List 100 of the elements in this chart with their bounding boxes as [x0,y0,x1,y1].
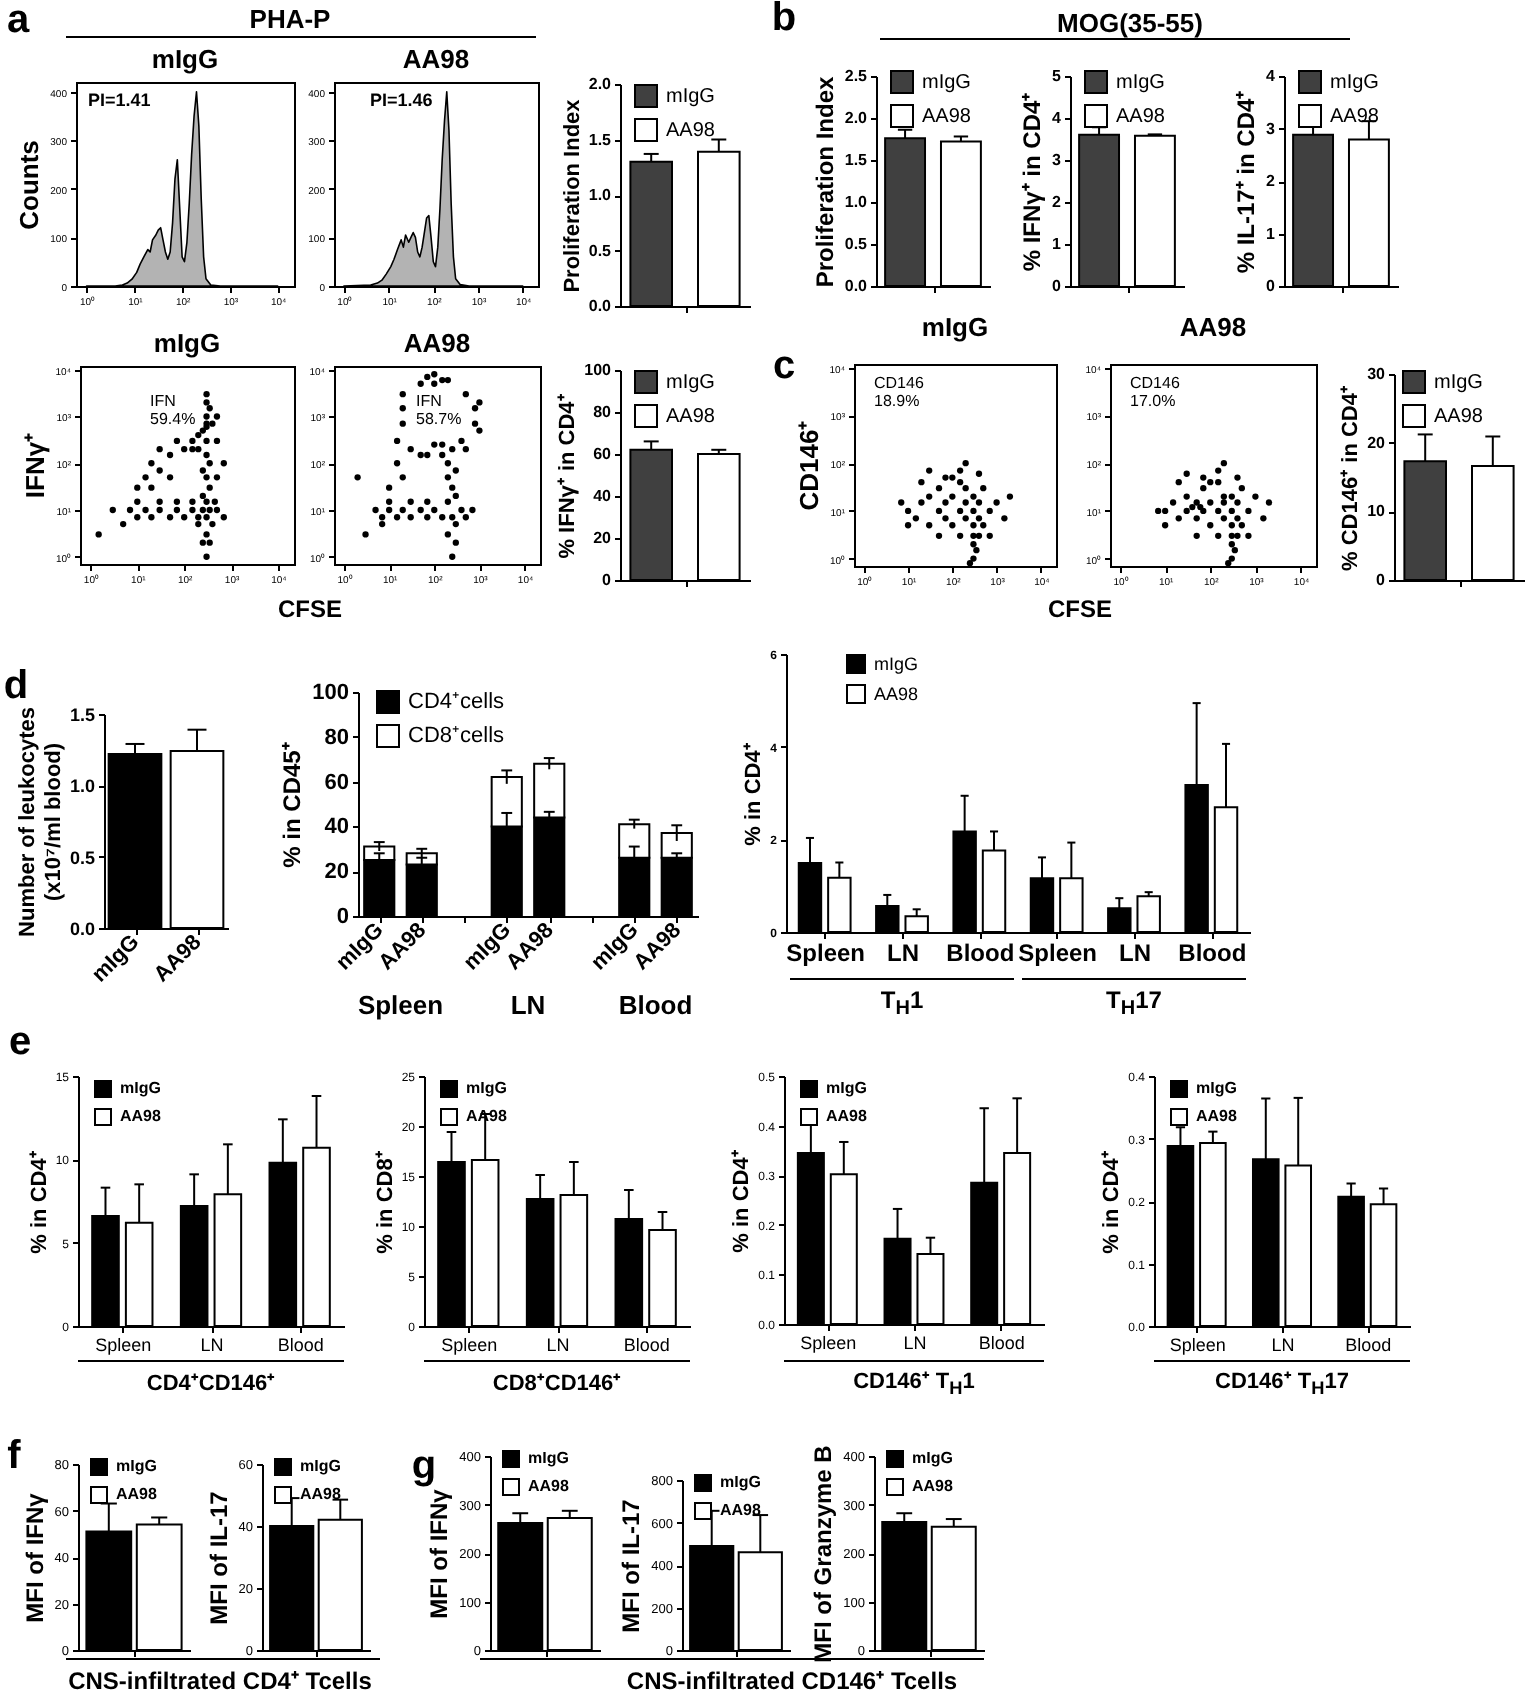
legend-label: AA98 [116,1485,159,1503]
text: LN [510,989,546,1021]
x-axis-title: CD4⁺CD146⁺ [146,1371,276,1397]
annotation: IFN 58.7% [416,392,462,430]
legend-label: mIgG [1116,72,1166,94]
y-tick-label: 3 [1052,151,1063,169]
y-tick-label: 5 [1052,67,1063,85]
x-tick-label: LN [1119,939,1151,967]
y-axis-title: MFI of IFNγ [20,1492,49,1623]
y-axis-title: % in CD4⁺ [1100,1150,1125,1254]
y-tick-label: 2.0 [844,109,869,127]
legend-label: mIgG [466,1079,507,1097]
text: MOG(35-55) [1057,7,1203,39]
x-axis-title: CFSE [1047,594,1113,624]
legend-label: AA98 [120,1107,163,1125]
y-axis-title: CD146⁺ [793,419,824,511]
y-tick-label: 60 [324,770,349,795]
x-tick-label: Blood [277,1335,324,1355]
text: T$_{H}$17 [1106,985,1162,1021]
legend-label: AA98 [874,684,919,704]
y-tick-label: 1.0 [844,193,869,211]
x-tick-label: LN [546,1335,570,1355]
y-tick-label: 3 [1266,119,1277,138]
x-tick-label: Spleen [1018,939,1098,967]
text: PHA-P [249,3,331,35]
y-tick-label: 1 [1266,224,1277,243]
y-tick-label: 0 [1266,277,1277,295]
y-tick-label: 0.0 [69,919,95,939]
y-tick-label: 0.5 [844,235,869,253]
legend-label: CD8⁺cells [408,724,506,748]
y-tick-label: 0.5 [69,847,95,868]
x-axis-title: CNS-infiltrated CD4⁺ Tcells [68,1666,372,1696]
legend-label: mIgG [922,72,972,94]
annotation: PI=1.46 [370,90,433,112]
y-tick-label: 0.0 [588,297,613,315]
legend-label: mIgG [116,1457,157,1475]
x-tick-label: Spleen [786,939,866,967]
legend-label: mIgG [666,372,716,394]
y-tick-label: 40 [593,487,613,505]
x-tick-label: Spleen [800,1333,857,1353]
text: g [411,1444,437,1488]
legend-label: mIgG [1330,72,1380,94]
legend-label: AA98 [912,1477,955,1495]
annotation: CD146 17.0% [1130,374,1180,412]
y-axis-title: Counts [14,140,45,230]
y-axis-title: MFI of IL-17 [204,1490,233,1625]
y-axis-title: Number of leukocytes (x10⁷/ml blood) [15,707,66,937]
y-tick-label: 80 [324,725,349,750]
legend-label: AA98 [1434,406,1484,428]
y-axis-title: % IFNγ⁺ in CD4⁺ [556,393,581,559]
chart-title: mIgG [151,44,219,74]
legend-label: AA98 [666,406,716,428]
x-tick-label: LN [903,1333,927,1353]
legend-label: CD4⁺cells [408,690,506,714]
y-tick-label: 100 [312,681,349,705]
y-tick-label: 1.5 [588,130,613,149]
text: a [6,0,30,42]
y-tick-label: 1 [1052,235,1063,253]
legend-label: AA98 [1330,106,1380,128]
x-axis-title: CD146⁺ T$_{H}$1 [853,1369,975,1399]
x-tick-label: Blood [946,939,1015,967]
y-tick-label: 80 [593,403,613,421]
y-axis-title: MFI of IFNγ [425,1488,454,1619]
x-axis-title: CNS-infiltrated CD146⁺ Tcells [626,1666,958,1696]
y-tick-label: 4 [1266,67,1277,85]
legend-label: mIgG [528,1449,569,1467]
legend-label: AA98 [922,106,972,128]
y-tick-label: 2.5 [844,67,869,85]
legend-label: AA98 [300,1485,343,1503]
text: Spleen [357,989,444,1021]
y-tick-label: 2.0 [588,75,613,93]
legend-label: AA98 [1196,1107,1239,1125]
x-tick-label: LN [1271,1335,1295,1355]
y-tick-label: 0 [336,905,349,929]
legend-label: mIgG [300,1457,341,1475]
text: Blood [618,989,693,1021]
y-tick-label: 20 [593,529,613,547]
y-tick-label: 1.0 [69,776,95,797]
legend-label: mIgG [666,86,716,108]
legend-label: mIgG [1434,372,1484,394]
y-axis-title: % in CD8⁺ [373,1150,398,1254]
y-tick-label: 0.0 [844,277,869,295]
y-tick-label: 1.5 [69,705,95,725]
x-tick-label: Spleen [1169,1335,1226,1355]
legend-label: mIgG [1196,1079,1237,1097]
y-tick-label: 20 [324,860,349,885]
y-axis-title: % in CD4⁺ [730,1149,755,1253]
y-tick-label: 0.5 [588,241,613,260]
x-tick-label: Blood [623,1335,670,1355]
x-axis-title: CD8⁺CD146⁺ [492,1371,622,1397]
y-tick-label: 20 [1367,433,1387,452]
y-tick-label: 10 [1367,502,1387,521]
y-tick-label: 60 [593,445,613,463]
text: d [3,664,29,708]
y-tick-label: 0 [602,571,613,589]
x-tick-label: Blood [1178,939,1247,967]
y-tick-label: 2 [1052,193,1063,211]
y-tick-label: 0 [1376,571,1387,589]
x-tick-label: LN [887,939,919,967]
y-axis-title: % in CD45⁺ [278,742,307,868]
